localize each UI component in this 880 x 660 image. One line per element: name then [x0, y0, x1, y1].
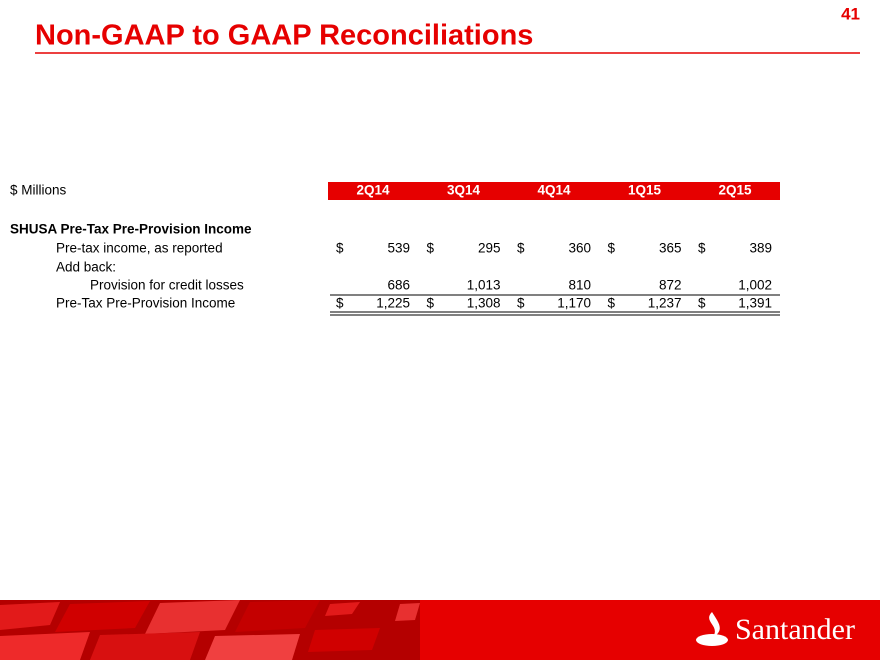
units-label: $ Millions [10, 183, 67, 198]
currency: $ [698, 296, 706, 311]
currency: $ [427, 241, 435, 256]
cell-value: 686 [387, 278, 410, 293]
cell-value: 1,170 [557, 296, 591, 311]
cell-value: 810 [568, 278, 591, 293]
column-header: 1Q15 [628, 183, 662, 198]
column-header: 2Q14 [356, 183, 390, 198]
cell-value: 539 [387, 241, 410, 256]
row-label: Pre-tax income, as reported [56, 241, 223, 256]
currency: $ [336, 296, 344, 311]
currency: $ [698, 241, 706, 256]
row-label: Pre-Tax Pre-Provision Income [56, 296, 235, 311]
cell-value: 1,391 [738, 296, 772, 311]
cell-value: 1,237 [648, 296, 682, 311]
cell-value: 389 [749, 241, 772, 256]
cell-value: 365 [659, 241, 682, 256]
currency: $ [336, 241, 344, 256]
currency: $ [517, 296, 525, 311]
currency: $ [517, 241, 525, 256]
currency: $ [608, 241, 616, 256]
table: $ Millions 2Q14 3Q14 4Q14 1Q15 2Q15 SHUSA Pre-… [10, 183, 780, 316]
column-header: 3Q14 [447, 183, 481, 198]
section-label: SHUSA Pre-Tax Pre-Provision Income [10, 222, 252, 237]
cell-value: 1,308 [467, 296, 501, 311]
logo-text: Santander [735, 613, 855, 646]
cell-value: 1,002 [738, 278, 772, 293]
cell-value: 872 [659, 278, 682, 293]
cell-value: 1,225 [376, 296, 410, 311]
header-bar [328, 182, 780, 200]
cell-value: 360 [568, 241, 591, 256]
cell-value: 1,013 [467, 278, 501, 293]
column-header: 4Q14 [537, 183, 571, 198]
column-header: 2Q15 [718, 183, 752, 198]
page-number: 41 [841, 4, 860, 23]
cell-value: 295 [478, 241, 501, 256]
currency: $ [608, 296, 616, 311]
footer-band: Santander [0, 600, 880, 660]
currency: $ [427, 296, 435, 311]
row-label: Add back: [56, 260, 116, 275]
slide-title: Non-GAAP to GAAP Reconciliations [35, 20, 533, 52]
row-label: Provision for credit losses [90, 278, 244, 293]
logo-flame [696, 612, 728, 646]
